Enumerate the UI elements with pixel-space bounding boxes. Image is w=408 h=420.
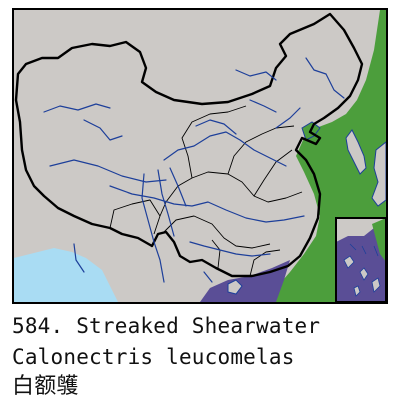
japan-island xyxy=(371,141,386,207)
rivers xyxy=(43,57,345,283)
china-border xyxy=(14,12,364,278)
bay-of-bengal xyxy=(14,248,118,302)
korean-peninsula xyxy=(345,129,367,175)
range-map xyxy=(12,8,388,304)
winter-range xyxy=(200,260,290,302)
hainan-island xyxy=(227,279,243,295)
scientific-name: Calonectris leucomelas xyxy=(12,345,295,369)
chinese-name: 白额鹱 xyxy=(12,374,79,399)
south-china-sea-inset xyxy=(335,217,386,302)
species-number-title: 584. Streaked Shearwater xyxy=(12,314,321,338)
